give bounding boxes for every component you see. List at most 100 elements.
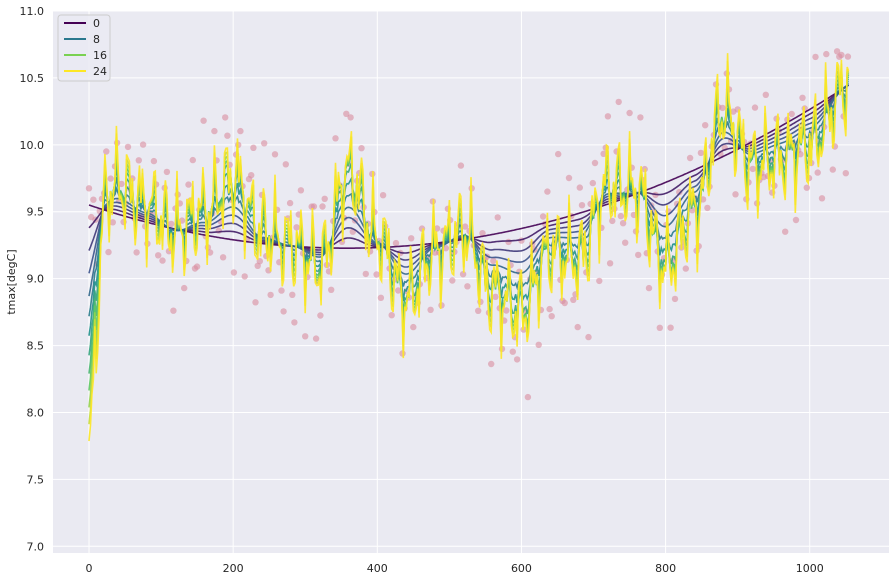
scatter-point bbox=[457, 162, 465, 169]
scatter-point bbox=[762, 91, 769, 99]
scatter-point bbox=[645, 284, 653, 292]
scatter-point bbox=[609, 217, 616, 225]
scatter-point bbox=[606, 260, 614, 267]
scatter-point bbox=[427, 306, 434, 313]
y-tick-label: 9.0 bbox=[27, 273, 45, 286]
scatter-point bbox=[615, 98, 622, 106]
scatter-point bbox=[248, 172, 255, 179]
scatter-point bbox=[490, 257, 497, 265]
x-tick-label: 0 bbox=[86, 562, 93, 575]
scatter-point bbox=[604, 113, 612, 120]
scatter-point bbox=[280, 308, 287, 315]
scatter-point bbox=[377, 294, 385, 301]
legend-label: 16 bbox=[93, 49, 107, 62]
scatter-point bbox=[697, 149, 705, 157]
scatter-point bbox=[803, 184, 810, 191]
scatter-point bbox=[524, 393, 532, 401]
scatter-point bbox=[617, 212, 625, 220]
x-tick-label: 400 bbox=[367, 562, 388, 575]
scatter-point bbox=[289, 291, 296, 298]
scatter-point bbox=[286, 199, 294, 207]
legend-label: 8 bbox=[93, 33, 100, 46]
scatter-point bbox=[589, 179, 596, 187]
scatter-point bbox=[682, 265, 689, 272]
plot-area bbox=[53, 11, 889, 553]
scatter-point bbox=[535, 341, 542, 348]
y-axis: 7.0 7.5 8.0 8.5 9.0 9.5 10.0 10.5 11.0 bbox=[20, 5, 45, 553]
scatter-point bbox=[459, 271, 467, 278]
scatter-point bbox=[544, 188, 551, 195]
legend-box bbox=[57, 14, 111, 82]
scatter-point bbox=[189, 156, 196, 164]
y-axis-label: tmax[degC] bbox=[5, 249, 18, 314]
scatter-point bbox=[488, 360, 495, 368]
scatter-point bbox=[844, 53, 852, 60]
scatter-point bbox=[261, 140, 268, 147]
scatter-point bbox=[842, 170, 849, 177]
scatter-point bbox=[788, 110, 795, 118]
x-tick-label: 1000 bbox=[796, 562, 824, 575]
scatter-point bbox=[395, 287, 402, 294]
scatter-point bbox=[782, 228, 789, 235]
scatter-point bbox=[838, 51, 845, 59]
scatter-point bbox=[555, 150, 562, 158]
x-tick-label: 600 bbox=[511, 562, 532, 575]
scatter-point bbox=[159, 257, 166, 264]
y-tick-label: 7.5 bbox=[27, 473, 45, 486]
scatter-point bbox=[591, 159, 599, 167]
scatter-point bbox=[168, 220, 175, 228]
scatter-point bbox=[150, 157, 158, 165]
scatter-point bbox=[155, 252, 162, 259]
scatter-point bbox=[222, 114, 229, 121]
legend-label: 0 bbox=[93, 17, 100, 30]
scatter-point bbox=[442, 245, 449, 252]
scatter-point bbox=[833, 48, 841, 55]
scatter-point bbox=[749, 165, 756, 173]
scatter-point bbox=[799, 94, 806, 102]
scatter-point bbox=[503, 307, 510, 314]
scatter-point bbox=[319, 203, 326, 210]
y-tick-label: 8.0 bbox=[27, 406, 45, 419]
scatter-point bbox=[600, 150, 607, 157]
scatter-point bbox=[494, 214, 501, 221]
scatter-point bbox=[181, 284, 188, 292]
scatter-point bbox=[676, 188, 683, 196]
scatter-point bbox=[237, 127, 244, 135]
scatter-point bbox=[379, 192, 387, 199]
scatter-point bbox=[211, 127, 218, 135]
scatter-point bbox=[812, 53, 819, 61]
scatter-point bbox=[635, 251, 642, 259]
scatter-point bbox=[565, 174, 573, 182]
scatter-point bbox=[464, 283, 471, 290]
scatter-point bbox=[312, 335, 320, 342]
scatter-point bbox=[626, 109, 633, 117]
scatter-point bbox=[449, 277, 456, 284]
scatter-point bbox=[751, 104, 759, 111]
scatter-point bbox=[250, 144, 257, 151]
scatter-point bbox=[561, 299, 568, 307]
scatter-point bbox=[574, 323, 581, 331]
y-tick-label: 8.5 bbox=[27, 340, 45, 353]
scatter-point bbox=[596, 277, 603, 285]
scatter-point bbox=[656, 324, 663, 331]
scatter-point bbox=[343, 110, 350, 118]
scatter-point bbox=[241, 273, 248, 280]
series-line bbox=[88, 53, 850, 442]
scatter-point bbox=[163, 168, 171, 176]
scatter-point bbox=[509, 348, 516, 355]
scatter-point bbox=[667, 324, 674, 331]
scatter-point bbox=[548, 313, 555, 320]
scatter-point bbox=[224, 132, 231, 139]
scatter-point bbox=[328, 286, 335, 293]
scatter-point bbox=[570, 296, 577, 303]
x-tick-label: 800 bbox=[655, 562, 676, 575]
scatter-point bbox=[291, 319, 298, 326]
scatter-point bbox=[109, 219, 117, 226]
scatter-point bbox=[492, 293, 499, 300]
scatter-point bbox=[505, 238, 512, 246]
scatter-point bbox=[230, 269, 238, 276]
scatter-point bbox=[619, 220, 627, 227]
scatter-point bbox=[282, 161, 289, 168]
scatter-point bbox=[321, 195, 328, 202]
